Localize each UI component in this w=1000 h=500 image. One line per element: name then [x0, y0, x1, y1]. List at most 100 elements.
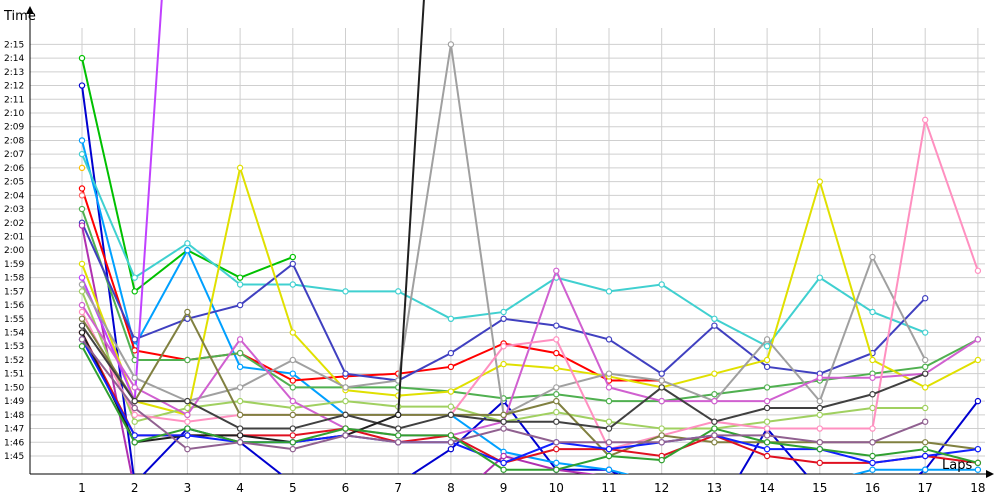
data-point [236, 425, 244, 432]
data-point [763, 343, 771, 350]
y-tick-label: 2:09 [4, 123, 24, 133]
data-point [447, 445, 455, 453]
data-point [974, 445, 982, 453]
data-point [763, 384, 771, 391]
data-point [131, 404, 138, 412]
y-tick-label: 2:11 [4, 95, 24, 105]
x-tick-label: 5 [289, 481, 297, 495]
data-point [763, 432, 771, 439]
data-point [289, 445, 296, 453]
series-line [81, 268, 979, 437]
data-point [974, 267, 982, 274]
x-tick-label: 11 [601, 481, 616, 495]
data-point [553, 349, 560, 357]
data-point [184, 445, 191, 453]
axes [26, 6, 994, 478]
series-lines [78, 0, 982, 500]
data-point [974, 356, 982, 364]
data-point [711, 432, 718, 439]
series-line [81, 338, 979, 464]
data-point [131, 374, 138, 381]
data-point [816, 178, 824, 185]
data-point [922, 356, 929, 364]
data-point [763, 397, 771, 405]
data-point [816, 274, 824, 281]
data-point [236, 349, 244, 357]
data-point [342, 411, 349, 419]
data-point [289, 260, 296, 268]
y-tick-label: 2:01 [4, 232, 24, 242]
data-point [763, 425, 771, 432]
data-point [500, 411, 507, 419]
data-point [553, 322, 560, 329]
x-axis-title: Laps [942, 458, 972, 473]
x-tick-label: 4 [236, 481, 244, 495]
data-point [289, 356, 296, 364]
data-point [869, 439, 876, 446]
series-line [81, 345, 979, 471]
data-point [447, 41, 455, 48]
y-tick-label: 2:06 [4, 164, 24, 174]
data-point [659, 495, 664, 500]
x-tick-label: 12 [654, 481, 669, 495]
data-point [78, 185, 86, 192]
x-tick-label: 3 [184, 481, 192, 495]
data-point [553, 336, 560, 343]
data-point [131, 439, 138, 446]
x-axis-arrow [986, 470, 994, 478]
data-point [500, 466, 507, 473]
data-point [236, 397, 244, 405]
y-tick-label: 1:47 [4, 425, 24, 435]
data-point [763, 404, 771, 412]
data-point [447, 439, 455, 446]
data-point [974, 336, 982, 343]
data-point [658, 439, 665, 446]
data-point [607, 473, 611, 474]
data-point [869, 452, 876, 460]
data-point [236, 274, 244, 281]
data-point [869, 374, 876, 381]
data-point [974, 459, 982, 467]
data-point [289, 370, 296, 377]
data-point [131, 274, 138, 281]
data-point [553, 384, 560, 391]
data-point [447, 388, 455, 395]
data-point [763, 445, 771, 453]
data-point [236, 164, 244, 172]
x-tick-label: 17 [918, 481, 933, 495]
data-point [131, 418, 138, 425]
data-point [395, 411, 402, 419]
data-point [131, 411, 138, 419]
data-point [236, 384, 244, 391]
data-point [236, 439, 244, 446]
data-point [184, 240, 191, 247]
y-axis-title: Time [3, 9, 36, 24]
data-point [131, 397, 138, 405]
data-point [711, 425, 718, 432]
data-point [78, 308, 86, 316]
series [78, 164, 86, 172]
data-point [289, 439, 296, 446]
data-point [816, 397, 824, 405]
data-point [922, 404, 929, 412]
data-point [605, 452, 613, 460]
series [78, 343, 982, 473]
data-point [184, 432, 191, 439]
data-point [711, 370, 718, 377]
data-point [289, 397, 296, 405]
data-point [289, 253, 296, 261]
data-point [184, 418, 191, 425]
data-point [658, 384, 665, 391]
data-point [184, 356, 191, 364]
data-point [78, 192, 86, 199]
data-point [712, 495, 717, 500]
y-tick-label: 2:07 [4, 150, 24, 160]
data-point [184, 308, 191, 316]
data-point [236, 411, 244, 419]
y-tick-label: 1:54 [4, 329, 24, 339]
data-point [500, 315, 507, 322]
data-point [816, 374, 824, 381]
data-point [605, 425, 613, 432]
data-point [500, 308, 507, 316]
y-tick-label: 2:04 [4, 191, 24, 201]
